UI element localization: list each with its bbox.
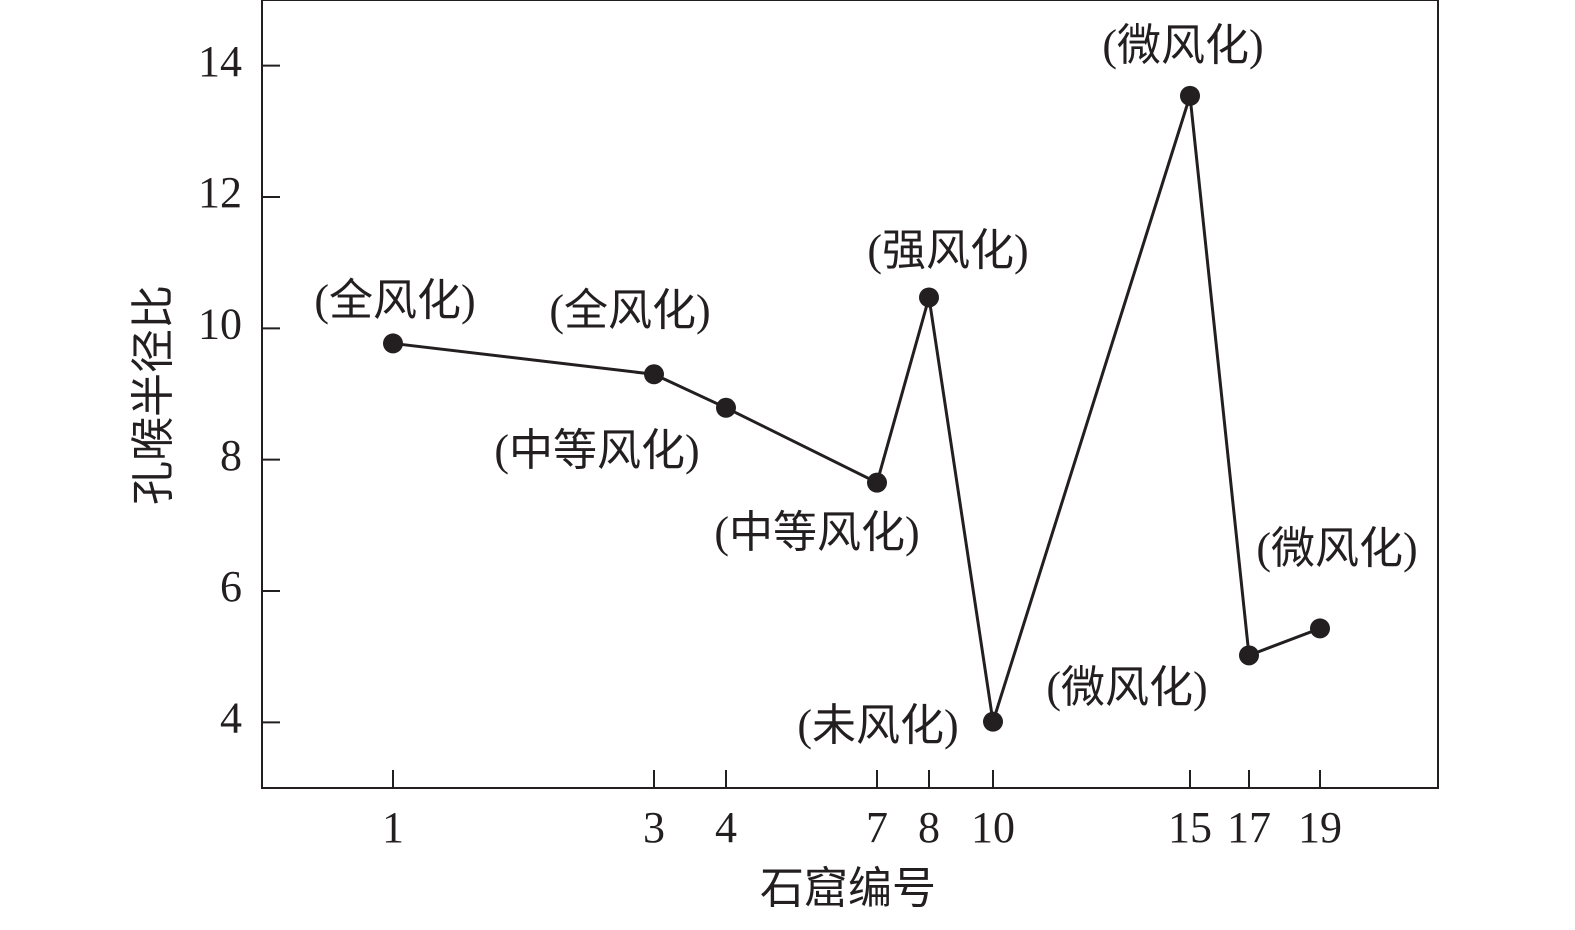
annotation: (强风化) — [867, 226, 1028, 275]
point — [867, 472, 887, 493]
annotation: (中等风化) — [714, 508, 919, 557]
y-tick-label: 6 — [220, 562, 242, 611]
x-axis-label: 石窟编号 — [760, 864, 936, 913]
point — [1310, 618, 1330, 639]
y-tick-label: 14 — [198, 37, 242, 86]
x-tick-label: 19 — [1298, 803, 1342, 852]
y-tick-label: 4 — [220, 693, 242, 742]
x-tick-label: 3 — [643, 803, 665, 852]
y-tick-label: 12 — [198, 168, 242, 217]
annotation: (微风化) — [1046, 663, 1207, 712]
y-tick-label: 10 — [198, 299, 242, 348]
annotation: (微风化) — [1102, 21, 1263, 70]
annotation: (微风化) — [1256, 524, 1417, 573]
point — [983, 711, 1003, 732]
x-tick-label: 15 — [1168, 803, 1212, 852]
plot-frame — [261, 0, 1439, 789]
annotation: (未风化) — [797, 701, 958, 750]
x-tick-label: 7 — [866, 803, 888, 852]
y-axis-label: 孔喉半径比 — [129, 285, 178, 505]
point — [919, 287, 939, 308]
line — [392, 95, 1321, 723]
point — [716, 397, 736, 418]
x-tick-label: 17 — [1227, 803, 1271, 852]
x-tick-label: 1 — [382, 803, 404, 852]
y-tick-label: 8 — [220, 431, 242, 480]
point — [1239, 645, 1259, 666]
annotation: (中等风化) — [494, 426, 699, 475]
x-tick-label: 8 — [918, 803, 940, 852]
x-tick-label: 10 — [971, 803, 1015, 852]
annotation: (全风化) — [314, 276, 475, 325]
point — [644, 364, 664, 385]
x-tick-label: 4 — [715, 803, 737, 852]
annotation: (全风化) — [549, 286, 710, 335]
point — [383, 333, 403, 354]
point — [1180, 85, 1200, 106]
